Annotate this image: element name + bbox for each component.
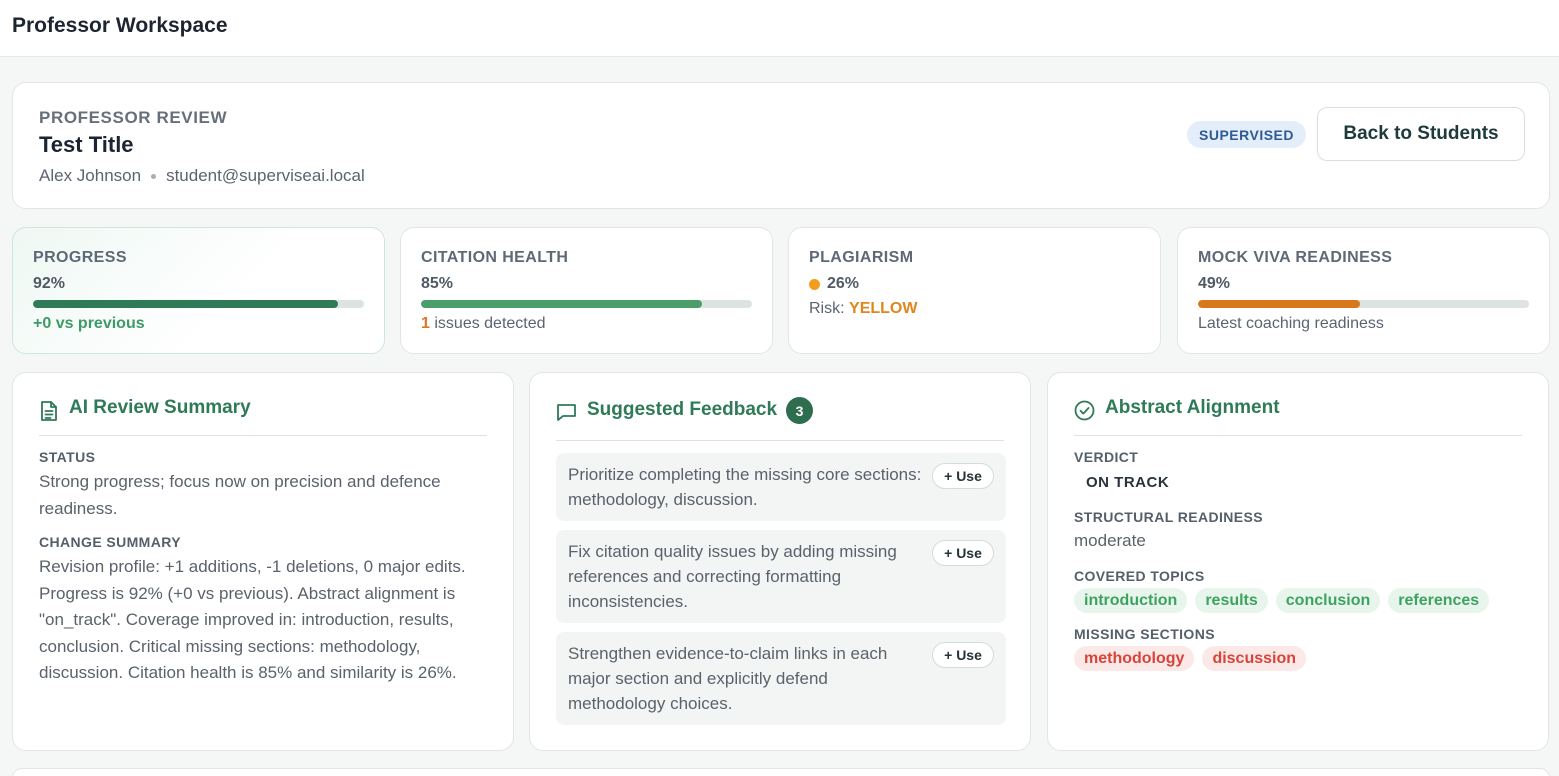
alignment-title: Abstract Alignment	[1105, 397, 1280, 418]
risk-value: YELLOW	[849, 300, 918, 317]
status-badge: SUPERVISED	[1187, 121, 1306, 148]
change-summary-label: CHANGE SUMMARY	[39, 534, 181, 550]
missing-section-chip: methodology	[1074, 646, 1195, 671]
progress-bar-fill	[33, 300, 338, 308]
status-text: Strong progress; focus now on precision …	[39, 472, 441, 518]
missing-section-chip: discussion	[1202, 646, 1307, 671]
citation-label: CITATION HEALTH	[421, 249, 569, 266]
app-title: Professor Workspace	[12, 14, 228, 37]
feedback-item: Strengthen evidence-to-claim links in ea…	[556, 632, 1006, 725]
citation-value: 85%	[421, 275, 454, 292]
ai-summary-title: AI Review Summary	[69, 397, 251, 418]
back-to-students-button[interactable]: Back to Students	[1317, 107, 1525, 161]
feedback-item: Fix citation quality issues by adding mi…	[556, 530, 1006, 623]
student-meta: Alex Johnson student@superviseai.local	[39, 166, 365, 186]
citation-bar	[421, 300, 752, 308]
use-feedback-button[interactable]: + Use	[932, 540, 994, 566]
change-summary-text: Revision profile: +1 additions, -1 delet…	[39, 557, 466, 682]
feedback-header: Suggested Feedback 3	[556, 397, 1004, 441]
covered-topic-chip: conclusion	[1275, 588, 1381, 613]
covered-topics-label: COVERED TOPICS	[1074, 568, 1205, 584]
chat-bubble-icon	[557, 404, 576, 421]
citation-issues-count: 1	[421, 315, 430, 332]
top-bar: Professor Workspace	[0, 0, 1559, 57]
readiness-value: moderate	[1074, 531, 1146, 550]
citation-health-card: CITATION HEALTH 85% 1 issues detected	[400, 227, 773, 354]
plagiarism-card: PLAGIARISM 26% Risk: YELLOW	[788, 227, 1161, 354]
covered-topic-chip: introduction	[1074, 588, 1188, 613]
progress-delta: +0 vs previous	[33, 315, 145, 332]
feedback-count-badge: 3	[786, 397, 814, 424]
viva-bar-fill	[1198, 300, 1361, 308]
use-feedback-button[interactable]: + Use	[932, 463, 994, 489]
missing-sections-list: methodology discussion	[1074, 646, 1307, 671]
check-circle-icon	[1074, 400, 1095, 421]
ai-summary-header: AI Review Summary	[39, 397, 487, 436]
alignment-header: Abstract Alignment	[1074, 397, 1522, 436]
feedback-text: Fix citation quality issues by adding mi…	[568, 542, 897, 611]
risk-dot-icon	[809, 278, 820, 290]
covered-topics-list: introduction results conclusion referenc…	[1074, 588, 1490, 613]
student-email: student@superviseai.local	[166, 166, 365, 185]
feedback-title: Suggested Feedback	[587, 399, 778, 420]
review-eyebrow: PROFESSOR REVIEW	[39, 108, 228, 127]
feedback-text: Strengthen evidence-to-claim links in ea…	[568, 644, 888, 713]
plagiarism-risk: Risk: YELLOW	[809, 300, 917, 318]
viva-value: 49%	[1198, 275, 1231, 292]
missing-sections-label: MISSING SECTIONS	[1074, 626, 1215, 642]
feedback-text: Prioritize completing the missing core s…	[568, 465, 922, 509]
progress-card: PROGRESS 92% +0 vs previous	[12, 227, 385, 354]
readiness-label: STRUCTURAL READINESS	[1074, 509, 1263, 525]
progress-value: 92%	[33, 275, 66, 292]
mock-viva-card: MOCK VIVA READINESS 49% Latest coaching …	[1177, 227, 1550, 354]
plagiarism-value-row: 26%	[809, 275, 859, 293]
citation-issues-text: issues detected	[434, 315, 546, 332]
student-name: Alex Johnson	[39, 166, 142, 185]
suggested-feedback-panel: Suggested Feedback 3 Prioritize completi…	[529, 372, 1031, 751]
plagiarism-value: 26%	[827, 275, 860, 292]
use-feedback-button[interactable]: + Use	[932, 642, 994, 668]
thesis-title: Test Title	[39, 132, 134, 157]
viva-label: MOCK VIVA READINESS	[1198, 249, 1393, 266]
separator-dot	[151, 173, 157, 179]
citation-bar-fill	[421, 300, 703, 308]
viva-sub: Latest coaching readiness	[1198, 315, 1384, 332]
ai-review-summary-panel: AI Review Summary STATUS Strong progress…	[12, 372, 514, 751]
covered-topic-chip: references	[1388, 588, 1490, 613]
progress-label: PROGRESS	[33, 249, 127, 266]
next-card-edge	[12, 768, 1550, 776]
status-label: STATUS	[39, 449, 96, 465]
viva-bar	[1198, 300, 1529, 308]
citation-issues: 1 issues detected	[421, 315, 546, 333]
covered-topic-chip: results	[1195, 588, 1268, 613]
verdict-value: ON TRACK	[1086, 474, 1170, 491]
feedback-item: Prioritize completing the missing core s…	[556, 453, 1006, 521]
verdict-label: VERDICT	[1074, 449, 1139, 465]
risk-label: Risk:	[809, 300, 845, 317]
abstract-alignment-panel: Abstract Alignment VERDICT ON TRACK STRU…	[1047, 372, 1549, 751]
plagiarism-label: PLAGIARISM	[809, 249, 914, 266]
document-icon	[41, 401, 57, 421]
review-header-card: PROFESSOR REVIEW Test Title Alex Johnson…	[12, 82, 1550, 209]
progress-bar	[33, 300, 364, 308]
